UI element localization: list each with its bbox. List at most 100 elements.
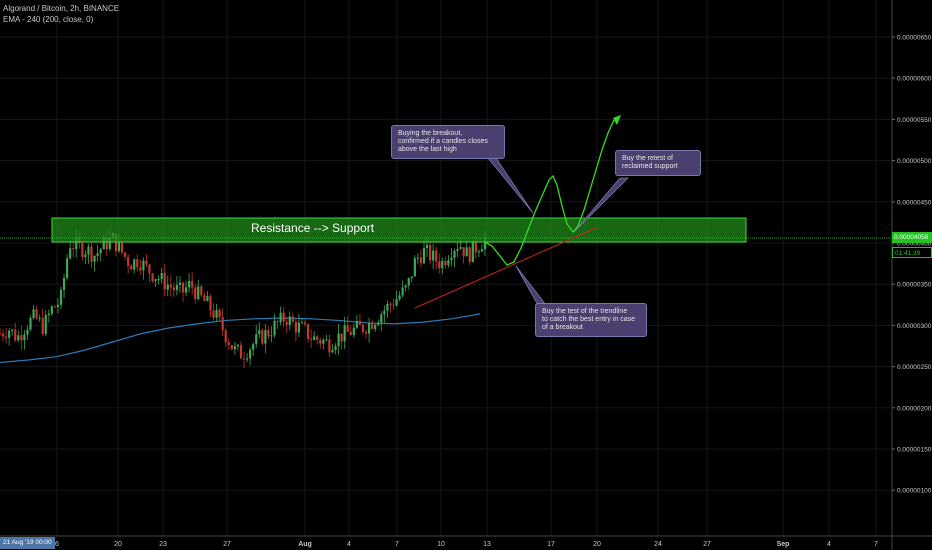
indicator-label[interactable]: EMA - 240 (200, close, 0)	[3, 15, 94, 24]
candle-body	[337, 333, 340, 347]
x-tick-label: 27	[223, 541, 231, 548]
candle-body	[233, 346, 236, 350]
candle-body	[346, 325, 349, 332]
candle-body	[334, 346, 337, 350]
candle-body	[127, 256, 130, 266]
candle-body	[84, 254, 87, 258]
x-tick-label: 4	[827, 541, 831, 548]
projection-arrowhead	[613, 115, 621, 125]
candle-body	[407, 278, 410, 286]
y-tick-label: 0.00000200	[897, 405, 932, 412]
candle-body	[108, 237, 111, 250]
candle-body	[264, 330, 267, 344]
candle-body	[215, 309, 218, 318]
candle-body	[11, 329, 14, 331]
candle-body	[383, 310, 386, 315]
candle-body	[249, 349, 252, 359]
candle-body	[316, 336, 319, 340]
price-axis[interactable]: 0.00000650 0.00000600 0.00000550 0.00000500…	[891, 0, 932, 550]
candle-body	[72, 248, 75, 250]
candle-body	[279, 312, 282, 322]
x-tick-label: 24	[654, 541, 662, 548]
candle-body	[416, 257, 419, 259]
candle-body	[1, 333, 5, 337]
candle-body	[53, 306, 57, 308]
x-tick-label: 23	[159, 541, 167, 548]
candle-body	[270, 335, 273, 337]
callout-trendline[interactable]: Buy the test of the trendline to catch t…	[535, 303, 647, 337]
candle-body	[462, 247, 465, 257]
candle-body	[477, 251, 480, 253]
candle-body	[343, 325, 346, 342]
time-axis[interactable]: 6 20 23 27 Aug 4 7 10 13 17 20 24 27 Sep 4 7	[0, 535, 932, 548]
candle-body	[133, 259, 136, 270]
candle-body	[300, 322, 304, 324]
candle-body	[105, 237, 108, 250]
candle-body	[75, 237, 78, 250]
candle-body	[44, 314, 47, 334]
candle-body	[96, 253, 99, 256]
candle-body	[239, 344, 243, 359]
candles	[0, 228, 487, 368]
candle-body	[453, 251, 456, 258]
candle-body	[194, 287, 197, 300]
y-tick-label: 0.00000650	[897, 35, 932, 42]
candle-body	[212, 310, 215, 318]
candle-body	[160, 272, 163, 280]
candle-body	[120, 241, 124, 253]
callout-retest[interactable]: Buy the retest of reclaimed support	[615, 150, 701, 176]
candle-body	[242, 358, 246, 360]
candle-body	[136, 259, 139, 268]
candle-body	[465, 247, 468, 257]
candle-body	[123, 252, 127, 257]
callout-breakout[interactable]: Buying the breakout, confirmed if a cand…	[391, 125, 505, 159]
trendline[interactable]	[414, 226, 599, 309]
candle-body	[206, 296, 209, 301]
candle-body	[221, 317, 224, 331]
candle-body	[310, 338, 313, 340]
candle-body	[181, 282, 185, 293]
candle-body	[175, 284, 179, 291]
symbol-title[interactable]: Algorand / Bitcoin, 2h, BINANCE	[3, 4, 120, 13]
candle-body	[20, 335, 23, 341]
x-tick-label: 6	[55, 541, 59, 548]
candle-body	[349, 331, 352, 336]
candle-body	[62, 277, 66, 290]
candle-body	[395, 299, 398, 306]
projection-path[interactable]	[484, 119, 615, 266]
candle-body	[459, 247, 462, 249]
y-tick-label: 0.00000600	[897, 76, 932, 83]
candle-body	[340, 333, 343, 342]
candle-body	[401, 287, 404, 296]
candle-body	[410, 276, 413, 279]
candle-body	[306, 324, 310, 339]
candle-body	[456, 248, 459, 252]
candle-body	[285, 321, 288, 325]
candle-body	[236, 344, 240, 347]
candle-body	[81, 243, 84, 258]
candle-body	[322, 340, 325, 344]
candle-body	[273, 320, 276, 336]
ema-line[interactable]	[0, 313, 481, 364]
candle-body	[371, 322, 374, 329]
candle-body	[294, 321, 297, 333]
candle-body	[471, 241, 474, 263]
candle-body	[8, 330, 11, 338]
candle-body	[291, 316, 294, 322]
candle-body	[38, 317, 41, 319]
zone-label: Resistance --> Support	[251, 221, 375, 235]
candle-body	[130, 265, 133, 270]
candle-body	[428, 244, 432, 261]
last-price-tag: 0.00004056	[892, 232, 932, 243]
candle-body	[47, 313, 50, 315]
candle-body	[163, 272, 166, 290]
candle-body	[59, 289, 63, 305]
candle-body	[26, 329, 29, 335]
candle-body	[276, 320, 279, 322]
y-tick-label: 0.00000300	[897, 323, 932, 330]
y-tick-label: 0.00000550	[897, 117, 932, 124]
candle-body	[151, 273, 154, 281]
x-tick-label: 4	[347, 541, 351, 548]
candle-body	[218, 309, 221, 318]
